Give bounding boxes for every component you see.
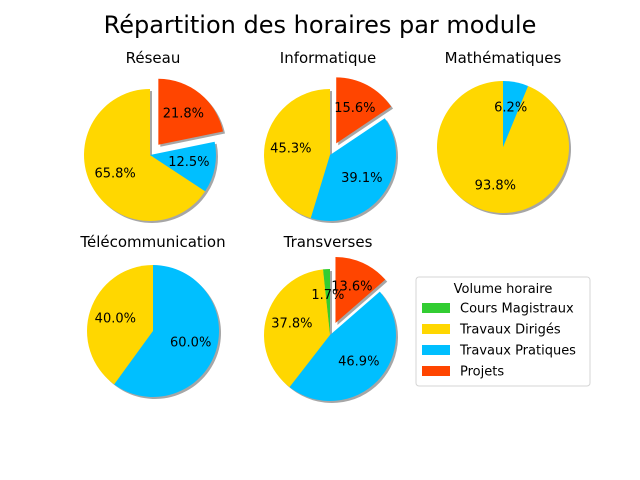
subplot-title-mathematiques: Mathématiques bbox=[445, 49, 562, 67]
pie-label-transverses-cours-magistraux: 1.7% bbox=[311, 288, 344, 303]
pie-label-informatique-travaux-diriges: 45.3% bbox=[270, 142, 311, 157]
subplot-title-transverses: Transverses bbox=[283, 233, 373, 251]
pie-label-informatique-travaux-pratiques: 39.1% bbox=[341, 171, 382, 186]
legend-title: Volume horaire bbox=[454, 282, 553, 297]
chart-title: Répartition des horaires par module bbox=[104, 11, 537, 39]
pie-label-transverses-travaux-pratiques: 46.9% bbox=[338, 355, 379, 370]
pie-slice-mathematiques-travaux-pratiques bbox=[503, 81, 529, 147]
pie-label-informatique-projets: 15.6% bbox=[334, 101, 375, 116]
pie-slices bbox=[84, 77, 569, 402]
pie-slice-transverses-travaux-diriges bbox=[264, 269, 330, 388]
pie-label-reseau-travaux-diriges: 65.8% bbox=[94, 166, 135, 181]
pie-slice-telecommunication-travaux-pratiques bbox=[114, 265, 219, 397]
legend-swatch-travaux-pratiques bbox=[422, 345, 450, 355]
legend-label-travaux-diriges: Travaux Dirigés bbox=[459, 323, 561, 338]
pie-slice-informatique-projets bbox=[336, 77, 392, 144]
pie-slice-reseau-travaux-diriges bbox=[84, 89, 206, 222]
pie-slice-transverses-projets bbox=[335, 256, 386, 323]
pie-slice-telecommunication-travaux-diriges bbox=[87, 265, 153, 385]
legend-box bbox=[415, 276, 591, 387]
pie-slice-reseau-projets bbox=[158, 78, 223, 145]
legend-swatch-projets bbox=[422, 366, 450, 376]
subplot-title-reseau: Réseau bbox=[126, 49, 181, 67]
pie-slice-informatique-travaux-pratiques bbox=[310, 118, 396, 221]
pie-label-reseau-travaux-pratiques: 12.5% bbox=[168, 155, 209, 170]
pie-slice-reseau-travaux-pratiques bbox=[150, 141, 217, 192]
pie-slice-informatique-travaux-diriges bbox=[264, 89, 330, 219]
pie-label-reseau-projets: 21.8% bbox=[163, 107, 204, 122]
pie-label-telecommunication-travaux-pratiques: 60.0% bbox=[170, 336, 211, 351]
pie-slice-transverses-cours-magistraux bbox=[322, 269, 330, 335]
pie-label-transverses-travaux-diriges: 37.8% bbox=[271, 317, 312, 332]
subplot-title-telecommunication: Télécommunication bbox=[79, 233, 225, 251]
legend: Volume horaire Cours Magistraux Travaux Di… bbox=[415, 276, 591, 387]
legend-swatch-travaux-diriges bbox=[422, 324, 450, 334]
pie-label-transverses-projets: 13.6% bbox=[331, 279, 372, 294]
legend-label-projets: Projets bbox=[460, 365, 504, 380]
subplot-title-informatique: Informatique bbox=[280, 49, 376, 67]
pie-label-mathematiques-travaux-pratiques: 6.2% bbox=[494, 101, 527, 116]
pie-slice-transverses-travaux-pratiques bbox=[289, 291, 397, 402]
pie-label-mathematiques-travaux-diriges: 93.8% bbox=[475, 178, 516, 193]
legend-swatch-cours-magistraux bbox=[422, 303, 450, 313]
legend-label-travaux-pratiques: Travaux Pratiques bbox=[459, 344, 576, 359]
legend-label-cours-magistraux: Cours Magistraux bbox=[460, 302, 574, 317]
pie-grid: Réseau 65.8% 12.5% 21.8% Informatique 45.3% 39… bbox=[79, 49, 571, 404]
pie-label-telecommunication-travaux-diriges: 40.0% bbox=[95, 311, 136, 326]
pie-texts: Réseau 65.8% 12.5% 21.8% Informatique 45.3% 39… bbox=[79, 49, 561, 370]
